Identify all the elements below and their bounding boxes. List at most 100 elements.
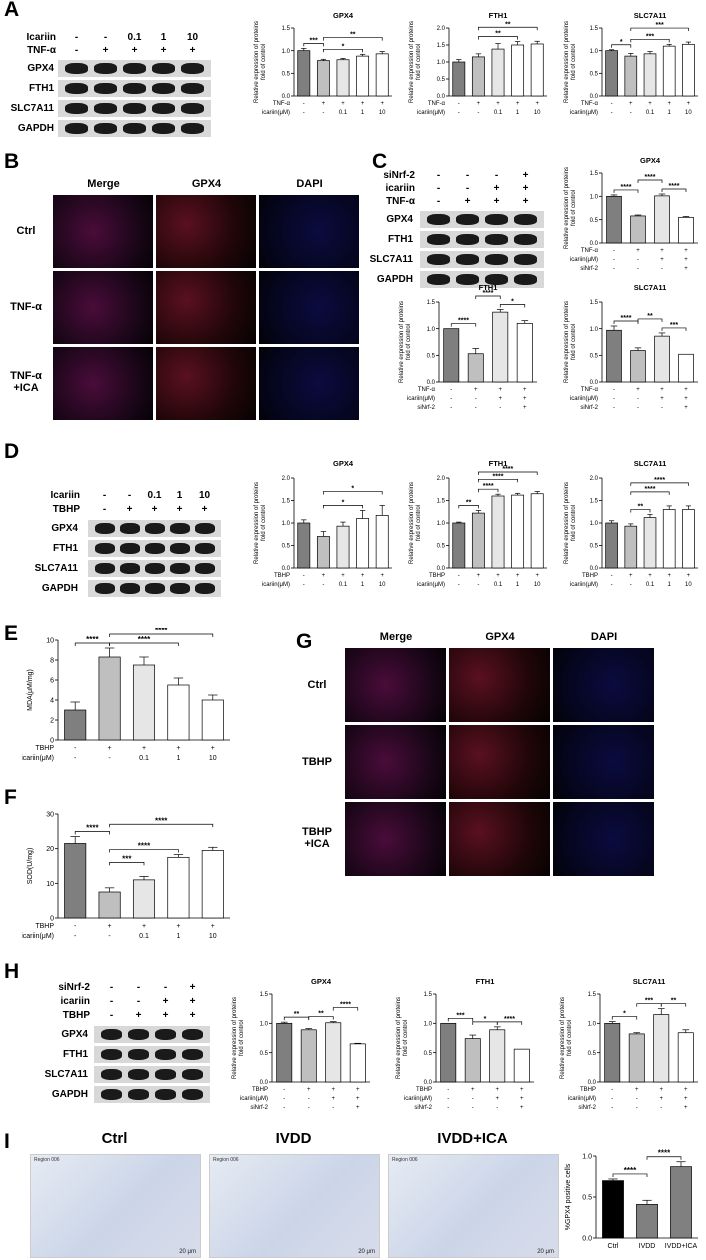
- blot-band: [100, 1029, 123, 1040]
- blot-header-cell: +: [160, 45, 167, 56]
- y-tick-label: 0.5: [437, 77, 446, 83]
- band-label: FTH1: [388, 234, 413, 245]
- bar: [643, 53, 657, 97]
- condition-cell: +: [471, 1087, 475, 1093]
- condition-cell: +: [341, 101, 345, 107]
- condition-cell: +: [341, 573, 345, 579]
- significance-bracket: [447, 1017, 474, 1022]
- condition-cell: -: [613, 396, 615, 402]
- significance-bracket: [630, 491, 670, 495]
- significance-stars: *: [484, 1016, 487, 1023]
- blot-header-cell: +: [201, 504, 208, 515]
- condition-cell: -: [447, 1096, 449, 1102]
- bar: [201, 699, 224, 741]
- bar: [605, 50, 618, 97]
- y-tick-label: 1.5: [282, 26, 291, 32]
- bar: [511, 494, 525, 569]
- condition-cell: -: [308, 1105, 310, 1111]
- chart-title: GPX4: [311, 977, 332, 986]
- condition-cell: +: [684, 405, 688, 411]
- significance-bracket: [646, 1156, 682, 1160]
- y-tick-label: 8: [50, 657, 54, 664]
- condition-cell: -: [303, 110, 305, 116]
- blot-band: [181, 1089, 204, 1100]
- condition-cell: +: [331, 1087, 335, 1093]
- significance-stars: ****: [502, 466, 513, 473]
- condition-cell: -: [303, 573, 305, 579]
- chart-title: FTH1: [489, 11, 508, 20]
- condition-cell: +: [474, 387, 478, 393]
- significance-bracket: [323, 48, 363, 53]
- significance-stars: ****: [621, 184, 632, 191]
- condition-cell: +: [495, 1087, 499, 1093]
- blot-header-cell: 1: [176, 490, 183, 501]
- condition-label: icariin(μM): [22, 755, 54, 762]
- band-label: GPX4: [51, 523, 78, 534]
- band-label: SLC7A11: [44, 1069, 88, 1080]
- significance-stars: ***: [310, 37, 318, 44]
- band-strip: [420, 211, 544, 228]
- band-strip: [58, 120, 211, 137]
- blot-band: [426, 214, 451, 225]
- significance-stars: *: [351, 485, 354, 492]
- bar: [64, 709, 87, 741]
- y-tick-label: 1.0: [590, 327, 599, 333]
- row-header-line: Ctrl: [307, 678, 327, 691]
- bar: [467, 353, 484, 383]
- condition-cell: -: [458, 573, 460, 579]
- row-header-line: TBHP: [302, 755, 332, 768]
- blot-header-cell: -: [109, 982, 114, 993]
- significance-bracket: [109, 642, 179, 646]
- significance-bracket: [630, 38, 670, 43]
- blot-header-cell: -: [109, 1010, 114, 1021]
- y-axis-label-line: fold of control: [416, 505, 422, 541]
- bar: [471, 56, 485, 97]
- bar: [132, 664, 156, 741]
- chart-title: SLC7A11: [634, 459, 667, 468]
- micrograph: [553, 725, 654, 799]
- blot-header-cell: +: [162, 1010, 169, 1021]
- condition-cell: +: [520, 1105, 524, 1111]
- condition-cell: 0.1: [646, 110, 655, 116]
- condition-cell: +: [684, 257, 688, 263]
- significance-stars: ****: [658, 1149, 671, 1158]
- condition-cell: +: [659, 1096, 663, 1102]
- chart-i-gpx4-positive: 0.0 0.5 1.0 %GPX4 positive cells Ctrl IVDD IVD…: [565, 1149, 698, 1250]
- y-axis-label: Relative expression of proteinsfold of c…: [564, 301, 577, 383]
- y-tick-label: 1.5: [437, 499, 446, 505]
- y-axis-label-line: MDA(μM/mg): [27, 669, 34, 711]
- y-tick-label: 2: [50, 717, 54, 724]
- condition-cell: +: [660, 257, 664, 263]
- condition-cell: -: [332, 1105, 334, 1111]
- condition-cell: +: [520, 1087, 524, 1093]
- bar: [653, 1014, 670, 1083]
- blot-band: [64, 103, 89, 114]
- band-strip: [58, 100, 211, 117]
- bar: [630, 215, 646, 244]
- bar: [349, 1043, 366, 1083]
- y-tick-label: 2.0: [282, 476, 291, 482]
- condition-cell: +: [684, 1096, 688, 1102]
- condition-cell: -: [637, 257, 639, 263]
- blot-header-cell: +: [189, 996, 196, 1007]
- column-header: DAPI: [296, 178, 323, 190]
- condition-cell: +: [684, 396, 688, 402]
- micrograph: [449, 648, 550, 722]
- blot-band: [151, 103, 176, 114]
- chart-c-gpx4: GPX4 0.0 0.5 1.0 1.5 Relative expression of p…: [564, 156, 698, 272]
- y-tick-label: 1.0: [282, 521, 291, 527]
- band-label: GAPDH: [41, 583, 78, 594]
- chart-h-gpx4: GPX4 0.0 0.5 1.0 1.5 Relative expression of p…: [232, 977, 370, 1111]
- significance-stars: ****: [483, 290, 494, 297]
- y-tick-label: 2.0: [437, 26, 446, 32]
- significance-stars: *: [620, 39, 623, 46]
- y-tick-label: 0.5: [590, 544, 599, 550]
- chart-title: SLC7A11: [633, 977, 666, 986]
- condition-cell: -: [637, 266, 639, 272]
- band-strip: [88, 540, 221, 557]
- y-axis-label-line: Relative expression of proteins: [254, 21, 260, 103]
- condition-cell: +: [523, 405, 527, 411]
- row-header-line: TNF-α: [10, 301, 42, 313]
- micrograph: [53, 347, 153, 420]
- condition-cell: -: [661, 266, 663, 272]
